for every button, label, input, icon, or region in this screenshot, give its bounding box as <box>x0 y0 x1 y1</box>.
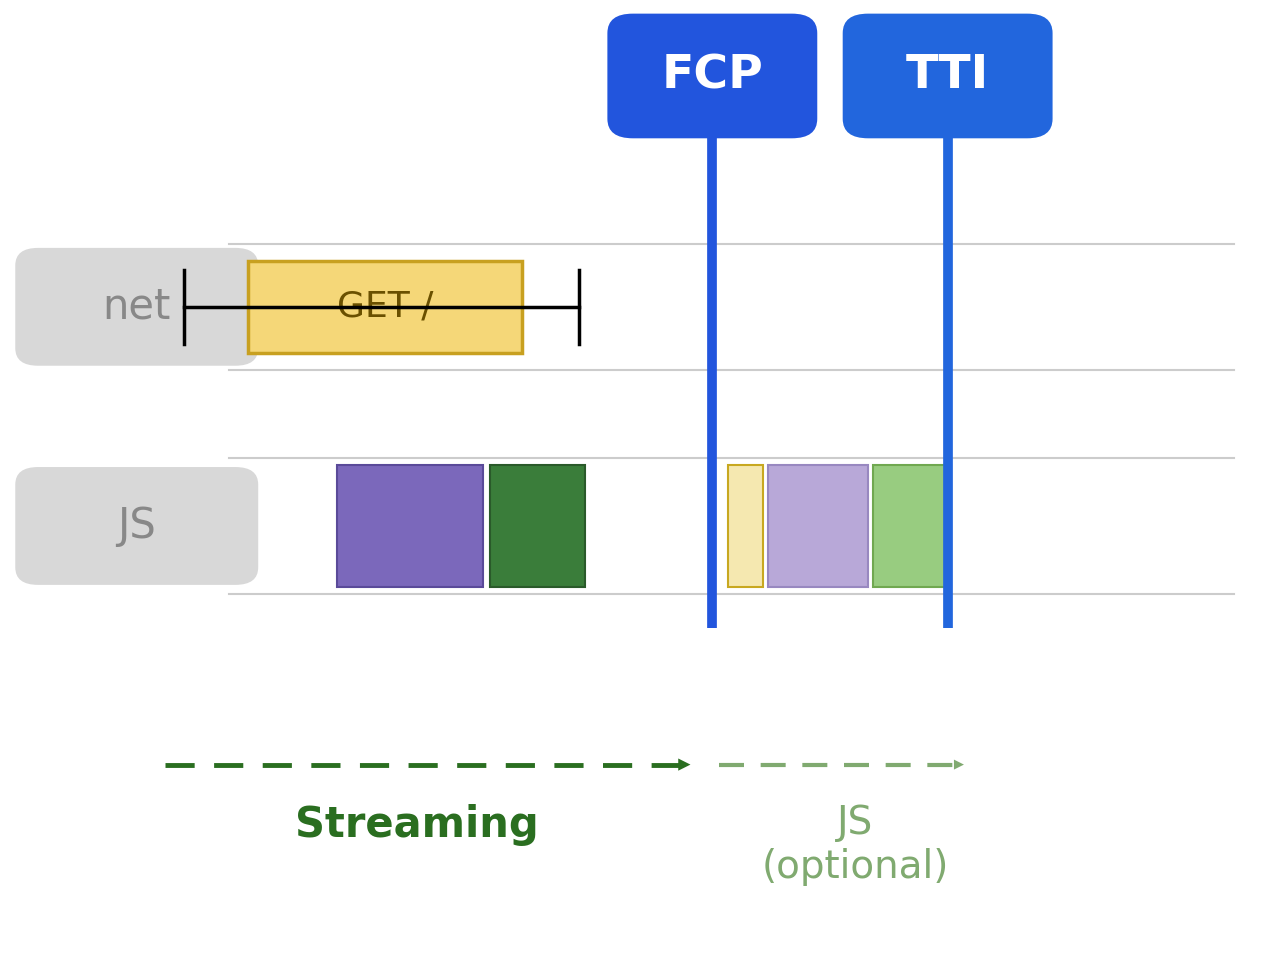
Text: GET /: GET / <box>337 290 432 323</box>
Text: Streaming: Streaming <box>295 804 538 845</box>
Text: JS
(optional): JS (optional) <box>762 804 949 885</box>
FancyBboxPatch shape <box>490 466 585 586</box>
Text: FCP: FCP <box>661 54 763 98</box>
Text: JS: JS <box>117 505 156 547</box>
FancyBboxPatch shape <box>873 466 951 586</box>
FancyBboxPatch shape <box>15 468 258 584</box>
Text: TTI: TTI <box>906 54 990 98</box>
FancyBboxPatch shape <box>337 466 483 586</box>
FancyBboxPatch shape <box>728 466 763 586</box>
FancyBboxPatch shape <box>248 260 522 353</box>
FancyBboxPatch shape <box>842 14 1053 138</box>
FancyBboxPatch shape <box>608 14 818 138</box>
FancyBboxPatch shape <box>768 466 868 586</box>
Text: net: net <box>103 285 170 328</box>
FancyBboxPatch shape <box>15 247 258 365</box>
